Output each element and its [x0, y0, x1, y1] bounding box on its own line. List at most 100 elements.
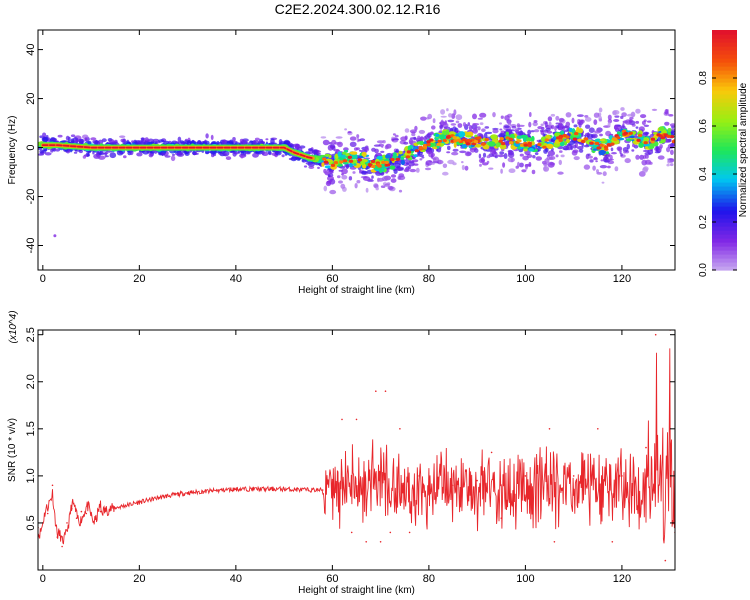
- x-tick-label: 20: [133, 273, 145, 285]
- heatmap-cell: [176, 152, 185, 157]
- heatmap-cell: [466, 138, 471, 143]
- heatmap-cell: [421, 156, 425, 159]
- heatmap-cell: [511, 125, 517, 129]
- heatmap-cell: [605, 130, 612, 137]
- heatmap-cell: [497, 154, 505, 158]
- heatmap-cell: [593, 119, 598, 125]
- heatmap-cell: [337, 151, 342, 158]
- heatmap-cell: [387, 185, 394, 190]
- heatmap-cell: [632, 143, 635, 148]
- heatmap-cell: [109, 152, 117, 159]
- heatmap-cell: [504, 125, 510, 129]
- snr-data-point: [418, 475, 421, 477]
- heatmap-cell: [249, 140, 253, 143]
- heatmap-cell: [400, 136, 408, 142]
- heatmap-cell: [550, 113, 556, 117]
- heatmap-cell: [331, 146, 336, 151]
- heatmap-cell: [588, 155, 593, 159]
- colorbar-tick-label: 0.0: [698, 263, 709, 277]
- heatmap-cell: [38, 153, 45, 156]
- snr-data-point: [138, 501, 141, 504]
- heatmap-cell: [450, 123, 457, 126]
- heatmap-cell: [522, 155, 529, 161]
- heatmap-cell: [106, 155, 109, 158]
- heatmap-cell: [90, 137, 97, 141]
- heatmap-cell: [326, 180, 333, 183]
- heatmap-cell: [474, 126, 478, 132]
- heatmap-cell: [389, 165, 396, 170]
- heatmap-cell: [558, 138, 563, 142]
- heatmap-cell: [657, 155, 665, 160]
- heatmap-cell: [621, 112, 627, 117]
- heatmap-cell: [546, 130, 553, 134]
- heatmap-cell: [570, 144, 574, 151]
- heatmap-cell: [507, 152, 515, 158]
- heatmap-cell: [531, 169, 536, 175]
- colorbar-tick-label: 0.2: [698, 215, 709, 229]
- heatmap-cell: [533, 120, 538, 123]
- snr-data-point: [75, 517, 78, 519]
- heatmap-cell: [592, 165, 596, 171]
- heatmap-cell: [571, 117, 575, 124]
- heatmap-cell: [205, 133, 209, 139]
- colorbar-segment: [712, 114, 737, 119]
- heatmap-cell: [187, 140, 192, 145]
- heatmap-cell: [532, 155, 536, 159]
- heatmap-cell: [342, 159, 348, 163]
- heatmap-cell: [419, 158, 423, 161]
- heatmap-cell: [418, 129, 426, 134]
- heatmap-cell: [420, 136, 424, 142]
- heatmap-cell: [532, 121, 538, 127]
- heatmap-cell: [257, 141, 265, 144]
- heatmap-cell: [635, 154, 640, 160]
- heatmap-cell: [461, 144, 468, 149]
- heatmap-cell: [641, 159, 648, 166]
- heatmap-cell: [592, 148, 598, 151]
- colorbar-segment: [712, 186, 737, 191]
- x-tick-label: 120: [613, 273, 631, 285]
- snr-data-point: [553, 541, 556, 543]
- heatmap-cell: [498, 139, 503, 143]
- heatmap-cell: [477, 136, 482, 140]
- colorbar-segment: [712, 254, 737, 259]
- top-y-axis-label: Frequency (Hz): [7, 116, 18, 185]
- heatmap-cell: [311, 149, 318, 155]
- heatmap-cell: [659, 144, 663, 149]
- heatmap-cell: [252, 152, 259, 158]
- x-tick-label: 80: [423, 273, 435, 285]
- heatmap-cell: [505, 131, 509, 136]
- heatmap-cell: [347, 131, 352, 134]
- heatmap-cell: [205, 151, 210, 155]
- heatmap-cell: [558, 159, 562, 166]
- heatmap-cell: [594, 130, 601, 134]
- heatmap-cell: [589, 141, 594, 145]
- heatmap-cell: [320, 136, 327, 139]
- snr-data-point: [186, 492, 189, 494]
- heatmap-cell: [414, 125, 418, 131]
- heatmap-cell: [474, 148, 479, 153]
- heatmap-cell: [613, 137, 618, 142]
- heatmap-cell: [400, 156, 405, 161]
- heatmap-cell: [406, 150, 412, 154]
- heatmap-cell: [573, 124, 578, 128]
- y-tick-label: 40: [25, 43, 37, 55]
- heatmap-cell: [508, 141, 514, 145]
- heatmap-cell: [669, 163, 674, 167]
- heatmap-cell: [377, 152, 382, 155]
- heatmap-cell: [631, 149, 635, 152]
- heatmap-cell: [643, 119, 647, 122]
- heatmap-cell: [338, 180, 343, 184]
- heatmap-cell: [643, 124, 650, 128]
- heatmap-cell: [544, 138, 549, 142]
- heatmap-cell: [119, 135, 126, 138]
- heatmap-cell: [626, 113, 635, 117]
- heatmap-cell: [371, 175, 374, 179]
- heatmap-cell: [44, 152, 52, 156]
- heatmap-cell: [555, 154, 559, 158]
- heatmap-cell: [499, 143, 507, 150]
- heatmap-cell: [540, 123, 544, 127]
- heatmap-cell: [360, 160, 366, 166]
- heatmap-cell: [440, 109, 446, 115]
- heatmap-cell: [607, 114, 612, 121]
